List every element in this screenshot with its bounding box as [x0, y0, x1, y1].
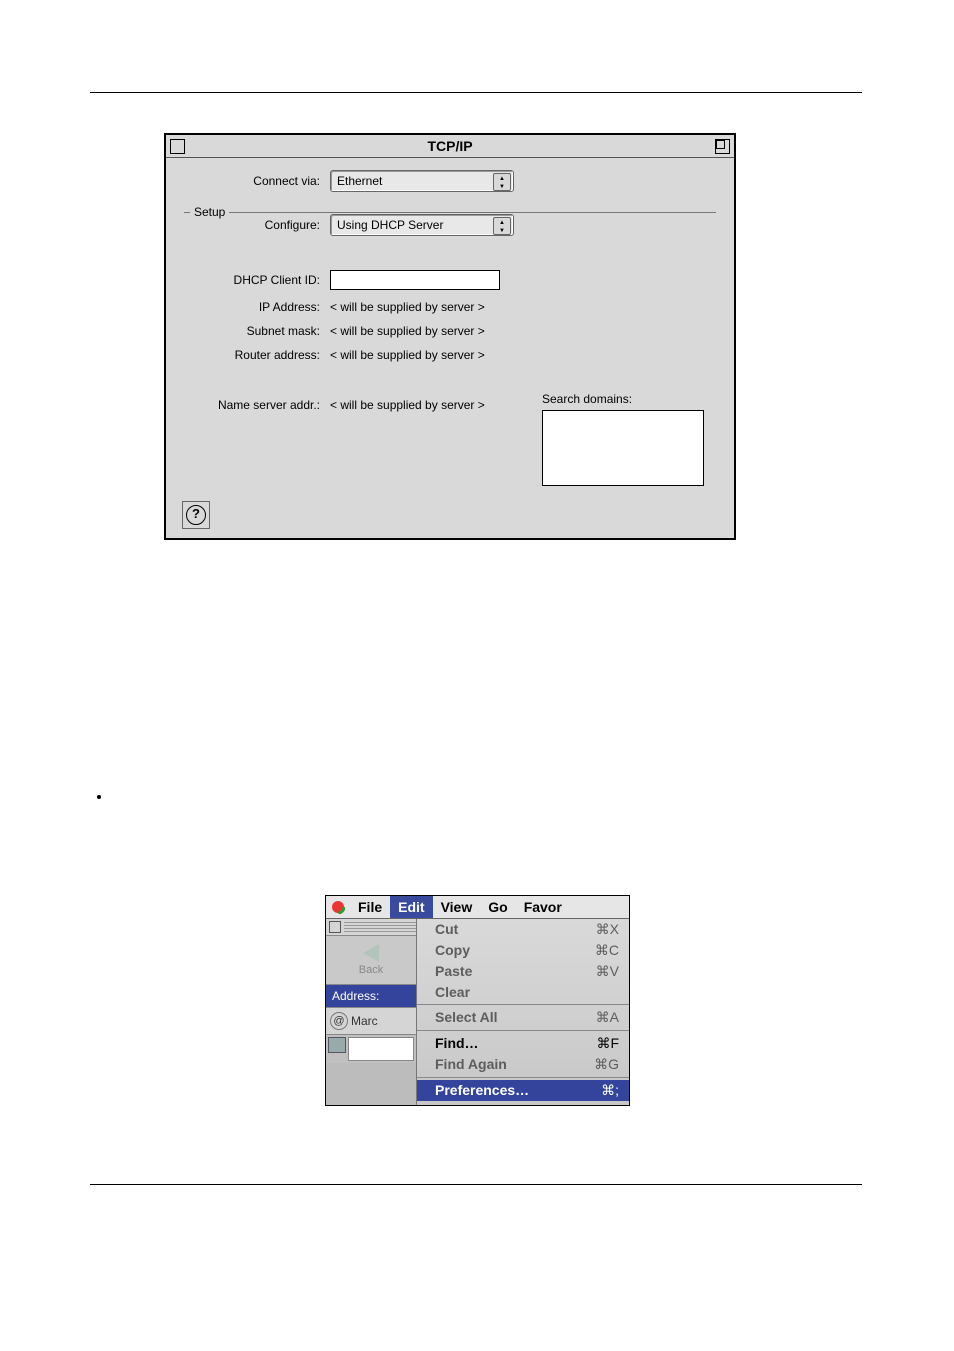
menu-item-label: Select All	[435, 1009, 498, 1026]
menu-separator	[417, 1030, 629, 1031]
connect-via-label: Connect via:	[184, 174, 330, 188]
menu-item-shortcut: ⌘V	[596, 963, 619, 980]
menu-item-shortcut: ⌘F	[596, 1035, 619, 1052]
apple-menu-icon[interactable]	[326, 896, 350, 918]
menu-item-label: Find…	[435, 1035, 479, 1052]
back-arrow-icon	[363, 944, 379, 962]
configure-select[interactable]: Using DHCP Server	[330, 214, 514, 236]
favorites-button[interactable]: @ Marc	[326, 1007, 416, 1035]
router-address-value: < will be supplied by server >	[330, 348, 485, 362]
menu-item-label: Preferences…	[435, 1082, 529, 1099]
configure-value: Using DHCP Server	[337, 218, 443, 232]
updown-arrows-icon	[493, 173, 511, 191]
search-domains-label: Search domains:	[542, 392, 632, 406]
address-label: Address:	[326, 985, 416, 1007]
menu-file[interactable]: File	[350, 896, 390, 918]
help-button[interactable]: ?	[182, 501, 210, 529]
menu-item-label: Clear	[435, 984, 470, 1000]
connect-via-value: Ethernet	[337, 174, 382, 188]
menu-view[interactable]: View	[433, 896, 481, 918]
menu-item-clear: Clear	[417, 982, 629, 1002]
menu-item-preferences[interactable]: Preferences… ⌘;	[417, 1080, 629, 1101]
name-server-value: < will be supplied by server >	[330, 398, 485, 412]
subnet-mask-label: Subnet mask:	[184, 324, 330, 338]
menu-item-label: Cut	[435, 921, 458, 938]
menu-item-shortcut: ⌘X	[596, 921, 619, 938]
scroll-left-icon[interactable]	[328, 1037, 346, 1053]
tcpip-window: TCP/IP Connect via: Ethernet Setup Confi…	[164, 133, 736, 540]
window-title: TCP/IP	[427, 138, 472, 154]
window-titlebar[interactable]	[326, 919, 416, 936]
menu-item-copy: Copy ⌘C	[417, 940, 629, 961]
menu-item-cut: Cut ⌘X	[417, 919, 629, 940]
edit-dropdown: Cut ⌘X Copy ⌘C Paste ⌘V Clear Select All ⌘A Find……	[417, 919, 629, 1105]
menu-item-select-all: Select All ⌘A	[417, 1007, 629, 1028]
setup-legend: Setup	[190, 205, 229, 219]
router-address-label: Router address:	[184, 348, 330, 362]
tcpip-titlebar[interactable]: TCP/IP	[166, 135, 734, 158]
menu-separator	[417, 1004, 629, 1005]
menu-go[interactable]: Go	[480, 896, 515, 918]
menu-item-label: Copy	[435, 942, 470, 959]
menu-item-label: Find Again	[435, 1056, 507, 1073]
menu-favorites[interactable]: Favor	[516, 896, 570, 918]
browser-window: File Edit View Go Favor Back Address: @ …	[325, 895, 630, 1106]
menu-item-label: Paste	[435, 963, 472, 980]
page-rule-bottom	[90, 1184, 862, 1185]
menu-item-shortcut: ⌘;	[601, 1082, 619, 1099]
menu-item-shortcut: ⌘G	[594, 1056, 619, 1073]
menu-item-find[interactable]: Find… ⌘F	[417, 1033, 629, 1054]
titlebar-stripes-icon	[344, 922, 416, 932]
marc-label: Marc	[351, 1014, 378, 1028]
name-server-label: Name server addr.:	[184, 398, 330, 412]
close-box-icon[interactable]	[170, 139, 185, 154]
content-area	[348, 1037, 414, 1061]
menu-item-shortcut: ⌘C	[595, 942, 619, 959]
menu-item-find-again: Find Again ⌘G	[417, 1054, 629, 1075]
menu-item-paste: Paste ⌘V	[417, 961, 629, 982]
page-rule-top	[90, 92, 862, 93]
back-button[interactable]: Back	[326, 936, 416, 985]
help-icon: ?	[186, 505, 206, 525]
subnet-mask-value: < will be supplied by server >	[330, 324, 485, 338]
updown-arrows-icon	[493, 217, 511, 235]
menubar: File Edit View Go Favor	[326, 896, 629, 919]
connect-via-select[interactable]: Ethernet	[330, 170, 514, 192]
at-icon: @	[330, 1012, 348, 1030]
menu-item-shortcut: ⌘A	[596, 1009, 619, 1026]
back-label: Back	[359, 964, 383, 976]
zoom-box-icon[interactable]	[715, 139, 730, 154]
browser-left-pane: Back Address: @ Marc	[326, 919, 417, 1105]
close-box-icon[interactable]	[329, 921, 341, 933]
bullet-icon	[97, 795, 101, 799]
search-domains-input[interactable]	[542, 410, 704, 486]
menu-edit[interactable]: Edit	[390, 896, 432, 918]
menu-separator	[417, 1077, 629, 1078]
